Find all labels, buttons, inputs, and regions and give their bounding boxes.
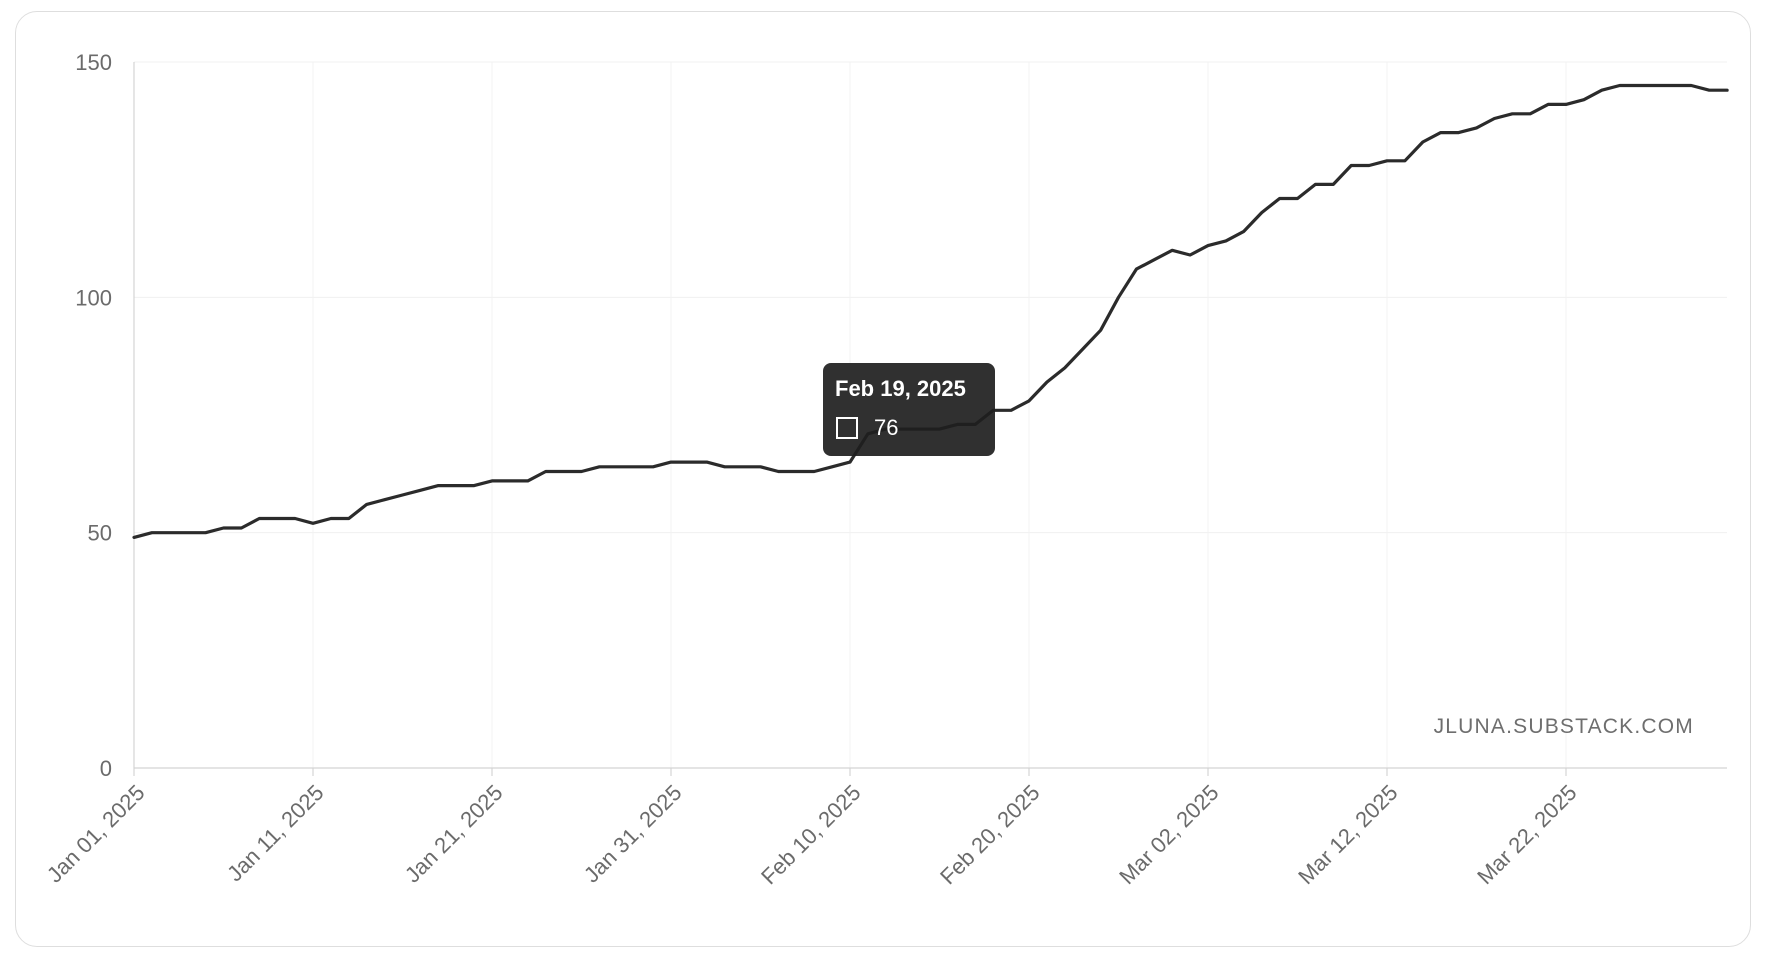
tooltip: Feb 19, 2025 76 — [823, 363, 995, 456]
grid — [134, 61, 1727, 768]
tooltip-row: 76 — [835, 415, 995, 441]
x-tick-label: Mar 12, 2025 — [1293, 780, 1402, 889]
x-tick-label: Jan 31, 2025 — [579, 780, 687, 888]
x-tick-label: Feb 20, 2025 — [935, 780, 1044, 889]
x-tick-label: Mar 02, 2025 — [1114, 780, 1223, 889]
series-line[interactable] — [132, 83, 1729, 539]
x-tick-label: Mar 22, 2025 — [1472, 780, 1581, 889]
chart-card — [15, 11, 1751, 947]
y-tick-label: 0 — [100, 756, 112, 781]
x-tick-label: Jan 01, 2025 — [42, 780, 150, 888]
series-swatch-icon — [836, 417, 858, 439]
x-axis-labels: Jan 01, 2025 Jan 11, 2025 Jan 21, 2025 Jan … — [42, 780, 1582, 889]
watermark: JLUNA.SUBSTACK.COM — [1434, 715, 1694, 738]
y-tick-label: 100 — [75, 285, 112, 310]
tooltip-value: 76 — [874, 415, 899, 440]
y-tick-label: 150 — [75, 50, 112, 75]
x-tick-label: Jan 21, 2025 — [400, 780, 508, 888]
x-tick-label: Jan 11, 2025 — [222, 780, 328, 886]
axes — [133, 62, 1727, 776]
y-tick-label: 50 — [88, 521, 112, 546]
tooltip-date: Feb 19, 2025 — [835, 376, 966, 401]
y-axis-labels: 0 50 100 150 — [75, 50, 112, 781]
x-tick-label: Feb 10, 2025 — [756, 780, 865, 889]
